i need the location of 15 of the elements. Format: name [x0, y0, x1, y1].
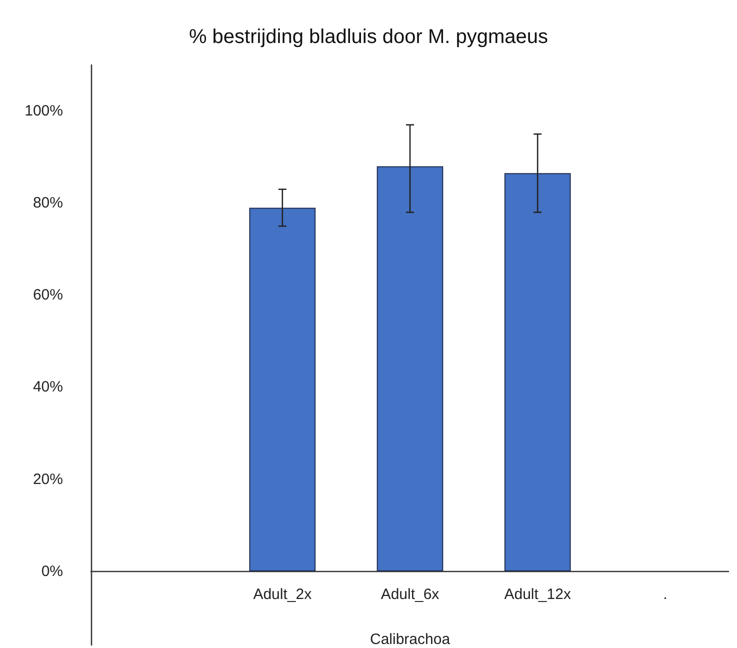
y-tick-label: 0%: [41, 562, 63, 580]
bar: [376, 166, 444, 572]
y-tick-label: 60%: [32, 286, 63, 304]
bar: [249, 208, 316, 572]
y-tick-label: 20%: [32, 470, 63, 488]
bar: [504, 173, 571, 572]
x-axis-title: Calibrachoa: [370, 631, 451, 648]
y-tick-label: 100%: [24, 102, 63, 120]
chart-title: % bestrijding bladluis door M. pygmaeus: [188, 26, 548, 48]
x-tick-label: .: [663, 586, 668, 603]
x-tick-label: Adult_2x: [253, 586, 312, 603]
x-tick-label: Adult_6x: [380, 586, 440, 603]
x-tick-label: Adult_12x: [504, 586, 572, 603]
y-tick-label: 40%: [32, 378, 63, 396]
y-tick-label: 80%: [32, 194, 63, 212]
